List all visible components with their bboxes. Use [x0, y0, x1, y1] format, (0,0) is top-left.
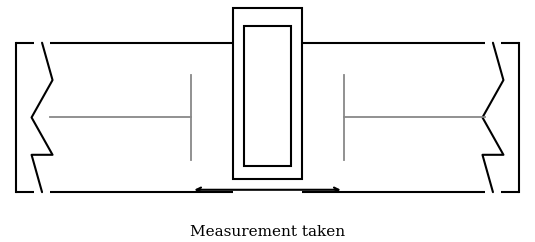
Text: Measurement taken: Measurement taken [190, 225, 345, 239]
Bar [233, 8, 302, 179]
Bar [244, 26, 291, 166]
